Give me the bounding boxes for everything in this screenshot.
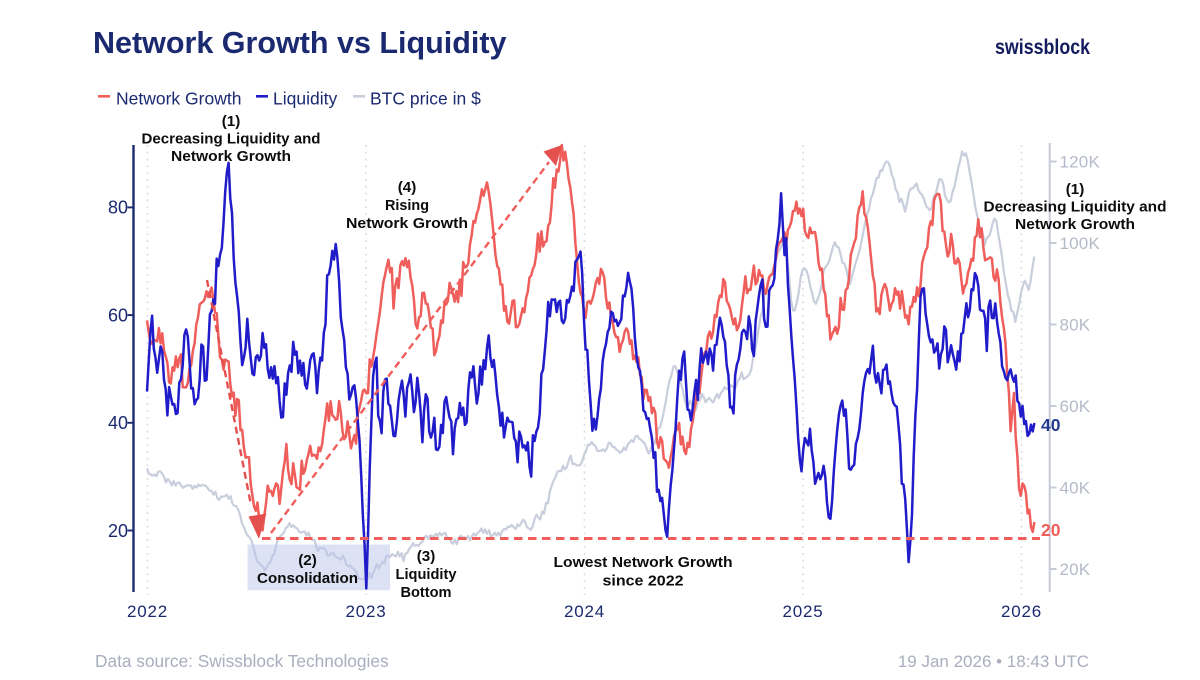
svg-text:2025: 2025 (782, 602, 823, 621)
svg-text:120K: 120K (1060, 153, 1101, 172)
svg-text:20K: 20K (1060, 560, 1091, 579)
svg-text:(4): (4) (398, 179, 417, 196)
svg-text:Network Growth: Network Growth (116, 89, 241, 109)
svg-text:40: 40 (1041, 415, 1061, 435)
svg-text:Rising: Rising (385, 197, 429, 214)
svg-text:2026: 2026 (1001, 602, 1042, 621)
svg-text:Network Growth vs Liquidity: Network Growth vs Liquidity (93, 26, 507, 60)
svg-text:2023: 2023 (345, 602, 386, 621)
svg-text:Decreasing Liquidity and: Decreasing Liquidity and (984, 199, 1167, 216)
svg-text:Bottom: Bottom (401, 584, 452, 601)
svg-text:Data source: Swissblock Techno: Data source: Swissblock Technologies (95, 651, 389, 671)
svg-text:19 Jan 2026 • 18:43 UTC: 19 Jan 2026 • 18:43 UTC (898, 652, 1089, 671)
svg-text:80K: 80K (1060, 316, 1091, 335)
svg-text:80: 80 (108, 198, 128, 218)
svg-text:(1): (1) (222, 113, 241, 130)
svg-text:60K: 60K (1060, 397, 1091, 416)
svg-text:since 2022: since 2022 (603, 572, 684, 589)
svg-text:Consolidation: Consolidation (257, 570, 358, 587)
svg-text:20: 20 (1041, 520, 1061, 540)
svg-text:Liquidity: Liquidity (273, 89, 337, 109)
svg-text:100K: 100K (1060, 234, 1101, 253)
svg-text:swissblock: swissblock (995, 35, 1090, 59)
svg-text:Lowest Network Growth: Lowest Network Growth (554, 554, 733, 571)
svg-text:Network Growth: Network Growth (346, 215, 468, 232)
svg-text:(1): (1) (1066, 181, 1085, 198)
svg-text:Network Growth: Network Growth (171, 148, 291, 165)
svg-text:(2): (2) (298, 552, 317, 569)
svg-text:(3): (3) (417, 548, 436, 565)
svg-text:40K: 40K (1060, 479, 1091, 498)
svg-text:Network Growth: Network Growth (1015, 216, 1135, 233)
svg-text:2022: 2022 (127, 602, 168, 621)
svg-text:2024: 2024 (564, 602, 605, 621)
svg-text:Liquidity: Liquidity (396, 566, 458, 583)
svg-text:20: 20 (108, 521, 128, 541)
svg-text:Decreasing Liquidity and: Decreasing Liquidity and (142, 131, 321, 148)
svg-text:BTC price in $: BTC price in $ (370, 89, 481, 109)
svg-text:60: 60 (108, 305, 128, 325)
svg-text:40: 40 (108, 413, 128, 433)
